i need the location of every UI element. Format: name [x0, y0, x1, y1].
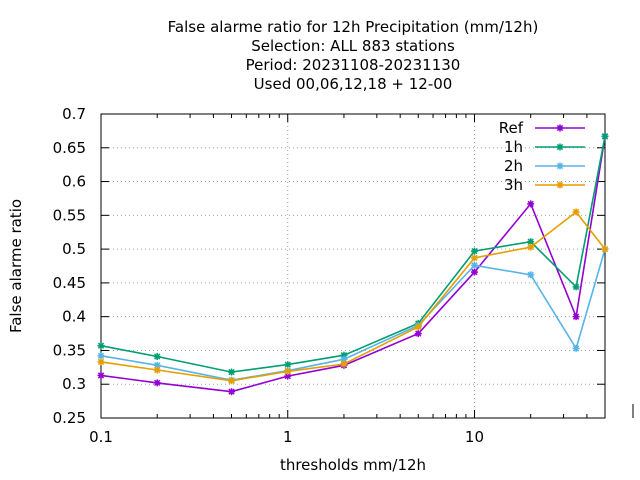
- ticks: 0.25 0.3 0.35 0.4 0.45 0.5 0.55 0.6 0.65 0.7 0.1 1 1…: [53, 105, 634, 446]
- legend-label: 3h: [504, 176, 523, 194]
- data-point: [340, 360, 348, 368]
- x-axis-label: thresholds mm/12h: [280, 456, 426, 474]
- x-tick-label: 1: [283, 428, 293, 446]
- data-point: [414, 330, 422, 338]
- title-line-2: Period: 20231108-20231130: [246, 56, 461, 74]
- data-point: [153, 379, 161, 387]
- data-point: [470, 254, 478, 262]
- legend-label: Ref: [499, 119, 524, 137]
- series-line: [100, 210, 606, 382]
- data-point: [97, 342, 105, 350]
- y-tick-label: 0.25: [53, 409, 86, 427]
- data-point: [284, 367, 292, 375]
- y-tick-label: 0.45: [53, 274, 86, 292]
- y-tick-label: 0.35: [53, 341, 86, 359]
- series-1h: [97, 132, 609, 376]
- legend-entry-2h: 2h: [504, 157, 585, 175]
- data-point: [97, 352, 105, 360]
- series-line: [100, 136, 606, 393]
- data-point: [228, 368, 236, 376]
- data-point: [556, 181, 564, 189]
- y-tick-label: 0.3: [62, 375, 86, 393]
- data-point: [601, 245, 609, 253]
- data-point: [153, 353, 161, 361]
- data-point: [527, 238, 535, 246]
- data-point: [527, 200, 535, 208]
- series-group: [97, 132, 609, 396]
- data-point: [527, 271, 535, 279]
- legend-entry-Ref: Ref: [499, 119, 585, 137]
- legend-entry-3h: 3h: [504, 176, 585, 194]
- data-point: [97, 358, 105, 366]
- title-line-1: Selection: ALL 883 stations: [251, 37, 455, 55]
- data-point: [556, 124, 564, 132]
- data-point: [470, 261, 478, 269]
- data-point: [470, 247, 478, 255]
- data-point: [414, 323, 422, 331]
- data-point: [572, 283, 580, 291]
- data-point: [556, 143, 564, 151]
- data-point: [470, 268, 478, 276]
- series-3h: [97, 208, 609, 385]
- legend-label: 1h: [504, 138, 523, 156]
- data-point: [527, 243, 535, 251]
- title-line-0: False alarme ratio for 12h Precipitation…: [168, 18, 539, 36]
- plot-frame: [100, 113, 606, 419]
- x-tick-label: 10: [465, 428, 484, 446]
- y-tick-label: 0.6: [62, 173, 86, 191]
- y-tick-label: 0.55: [53, 206, 86, 224]
- data-point: [572, 313, 580, 321]
- data-point: [601, 132, 609, 140]
- title-line-3: Used 00,06,12,18 + 12-00: [254, 75, 453, 93]
- y-tick-label: 0.4: [62, 308, 86, 326]
- series-line: [100, 136, 606, 373]
- data-point: [284, 361, 292, 369]
- data-point: [97, 371, 105, 379]
- data-point: [556, 162, 564, 170]
- data-point: [228, 388, 236, 396]
- legend-entry-1h: 1h: [504, 138, 585, 156]
- series-2h: [97, 245, 609, 384]
- chart-title: False alarme ratio for 12h Precipitation…: [168, 18, 539, 93]
- legend-label: 2h: [504, 157, 523, 175]
- data-point: [572, 344, 580, 352]
- data-point: [284, 372, 292, 380]
- x-tick-label: 0.1: [89, 428, 113, 446]
- data-point: [228, 377, 236, 385]
- data-point: [153, 366, 161, 374]
- y-tick-label: 0.65: [53, 139, 86, 157]
- y-tick-label: 0.7: [62, 105, 86, 123]
- y-tick-label: 0.5: [62, 240, 86, 258]
- series-line: [100, 248, 606, 382]
- data-point: [572, 208, 580, 216]
- y-axis-label: False alarme ratio: [7, 199, 25, 333]
